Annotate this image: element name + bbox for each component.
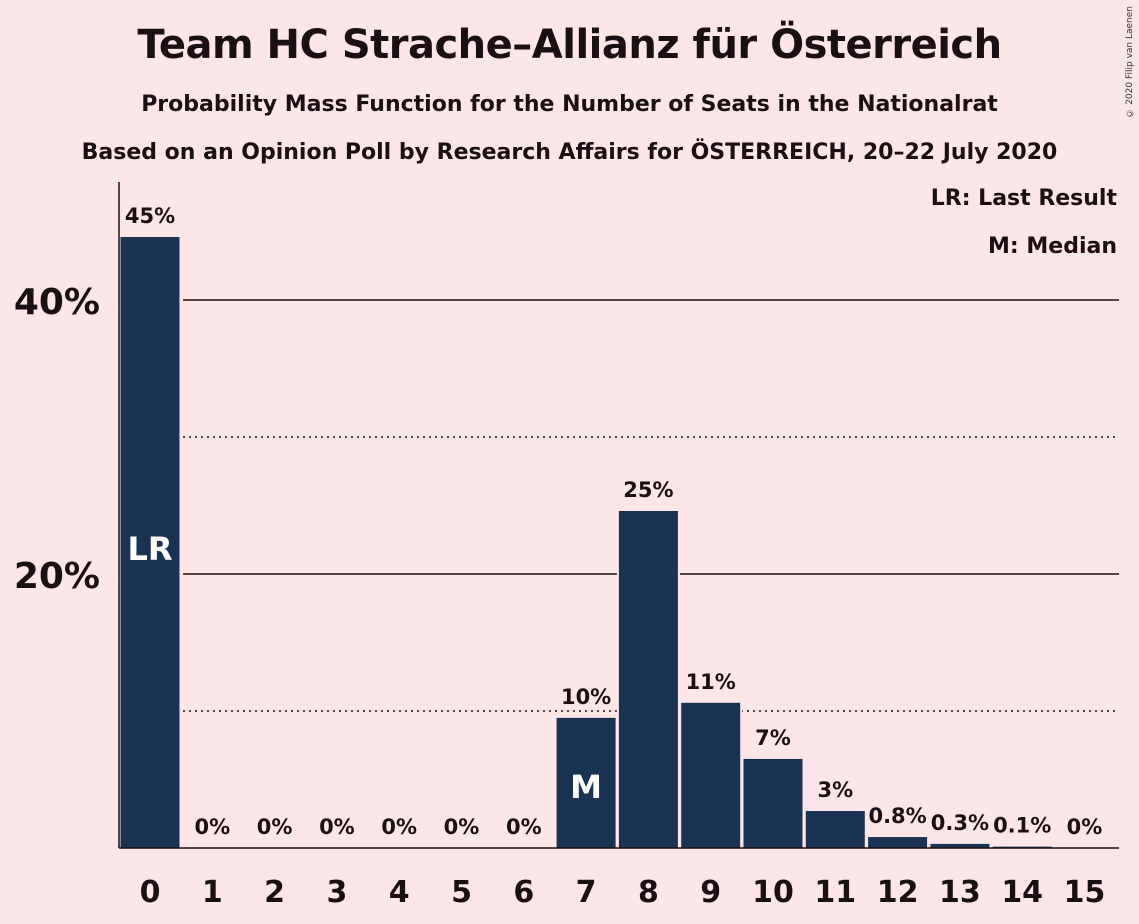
median-marker: M bbox=[570, 768, 602, 806]
bar-value-label: 0% bbox=[506, 815, 542, 839]
bar-value-label: 0.1% bbox=[993, 814, 1051, 838]
y-tick-label: 40% bbox=[14, 282, 100, 323]
x-tick-label: 2 bbox=[264, 875, 285, 910]
bar-value-label: 11% bbox=[686, 670, 736, 694]
bar-value-label: 0% bbox=[257, 815, 293, 839]
bar-8 bbox=[618, 510, 678, 848]
bar-13 bbox=[930, 843, 990, 848]
bar-12 bbox=[868, 837, 928, 848]
x-tick-label: 8 bbox=[638, 875, 659, 910]
chart-source-note: Based on an Opinion Poll by Research Aff… bbox=[81, 140, 1058, 165]
bar-value-label: 45% bbox=[125, 204, 175, 228]
bar-value-label: 0% bbox=[1067, 815, 1103, 839]
x-tick-label: 9 bbox=[700, 875, 721, 910]
bar-value-label: 7% bbox=[755, 726, 791, 750]
x-tick-label: 4 bbox=[389, 875, 410, 910]
bar-value-label: 0.3% bbox=[931, 811, 989, 835]
bar-value-label: 10% bbox=[561, 685, 611, 709]
bar-value-label: 3% bbox=[817, 778, 853, 802]
x-tick-label: 5 bbox=[451, 875, 472, 910]
bar-value-label: 0% bbox=[444, 815, 480, 839]
x-tick-label: 15 bbox=[1064, 875, 1106, 910]
x-tick-label: 3 bbox=[326, 875, 347, 910]
bar-11 bbox=[805, 811, 865, 848]
y-tick-label: 20% bbox=[14, 556, 100, 597]
bar-value-label: 25% bbox=[623, 478, 673, 502]
chart-subtitle: Probability Mass Function for the Number… bbox=[141, 92, 998, 117]
x-tick-label: 14 bbox=[1001, 875, 1043, 910]
x-tick-label: 1 bbox=[202, 875, 223, 910]
bar-value-label: 0% bbox=[319, 815, 355, 839]
x-tick-label: 0 bbox=[140, 875, 161, 910]
bar-7 bbox=[556, 717, 616, 848]
x-tick-label: 11 bbox=[814, 875, 856, 910]
x-tick-label: 10 bbox=[752, 875, 794, 910]
bar-9 bbox=[681, 702, 741, 848]
bar-value-label: 0% bbox=[381, 815, 417, 839]
chart-title: Team HC Strache–Allianz für Österreich bbox=[137, 22, 1002, 68]
x-tick-label: 12 bbox=[877, 875, 919, 910]
x-tick-label: 7 bbox=[576, 875, 597, 910]
x-tick-label: 13 bbox=[939, 875, 981, 910]
bar-value-label: 0.8% bbox=[868, 804, 926, 828]
bar-10 bbox=[743, 758, 803, 848]
last-result-marker: LR bbox=[127, 530, 172, 568]
bar-value-label: 0% bbox=[194, 815, 230, 839]
legend-last-result: LR: Last Result bbox=[930, 186, 1117, 211]
x-tick-label: 6 bbox=[513, 875, 534, 910]
bar-0 bbox=[120, 236, 180, 849]
legend-median: M: Median bbox=[988, 234, 1117, 259]
